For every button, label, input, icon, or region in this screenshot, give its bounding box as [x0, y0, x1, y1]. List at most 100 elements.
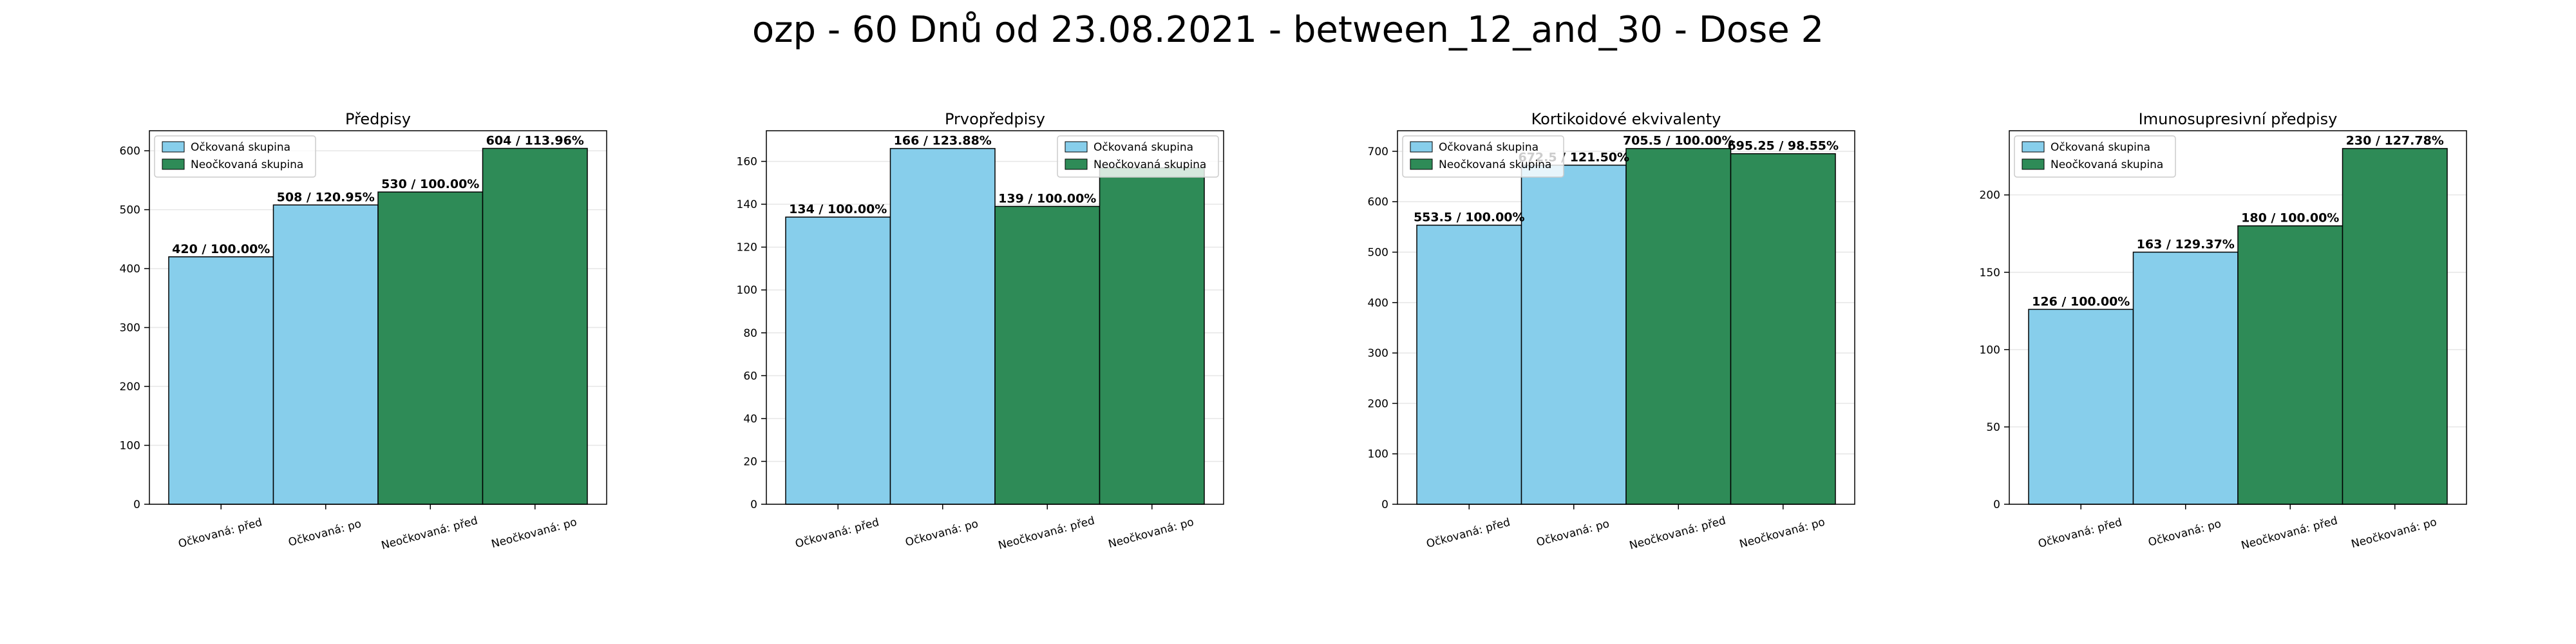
axes-frame [149, 130, 607, 505]
data-label: 180 / 100.00% [2241, 211, 2339, 225]
x-tick-label: Očkovaná: po [1535, 517, 1611, 549]
y-tick-label: 300 [1368, 347, 1388, 360]
data-label: 508 / 120.95% [277, 190, 375, 204]
legend-label: Očkovaná skupina [1439, 141, 1539, 154]
legend-swatch [1065, 141, 1088, 153]
legend-label: Neočkovaná skupina [1439, 158, 1551, 171]
y-tick-label: 200 [120, 381, 140, 393]
y-tick-label: 150 [1980, 267, 2000, 279]
x-tick-label: Očkovaná: před [1425, 516, 1511, 551]
legend-label: Neočkovaná skupina [191, 158, 303, 171]
data-label: 420 / 100.00% [172, 242, 270, 256]
legend: Očkovaná skupina Neočkovaná skupina [154, 135, 316, 178]
y-tick-label: 140 [737, 198, 757, 211]
bar [168, 256, 274, 505]
y-tick-label: 100 [737, 284, 757, 297]
data-label: 139 / 100.00% [998, 191, 1096, 205]
x-tick-label: Očkovaná: po [2147, 517, 2223, 549]
x-tick-label: Neočkovaná: před [1628, 515, 1727, 553]
y-tick-label: 600 [1368, 196, 1388, 209]
y-tick-label: 80 [743, 327, 757, 340]
y-tick-label: 200 [1980, 189, 2000, 202]
legend-swatch [1065, 158, 1088, 170]
y-tick-label: 400 [120, 263, 140, 276]
legend-label: Očkovaná skupina [1094, 141, 1193, 154]
bar [1416, 224, 1522, 505]
x-tick-label: Neočkovaná: po [1107, 516, 1195, 551]
y-tick-label: 60 [743, 370, 757, 383]
bar [2342, 147, 2448, 505]
bar [1099, 167, 1205, 505]
y-tick-label: 160 [737, 156, 757, 169]
data-label: 163 / 129.37% [2137, 238, 2235, 252]
y-tick-label: 100 [1980, 344, 2000, 357]
data-label: 134 / 100.00% [789, 202, 887, 216]
legend-label: Neočkovaná skupina [1094, 158, 1206, 171]
bar [1520, 164, 1627, 505]
chart-title: Kortikoidové ekvivalenty [1531, 110, 1721, 128]
bar [482, 147, 588, 505]
legend-box [154, 135, 316, 178]
bar [2132, 251, 2239, 505]
y-tick-label: 400 [1368, 297, 1388, 310]
chart-panel: Předpisy 0 100 200 300 400 500 600 Očkovaná: pře… [120, 110, 607, 553]
legend-box [1057, 135, 1219, 178]
y-tick-label: 0 [1993, 498, 2000, 511]
data-label: 553.5 / 100.00% [1414, 211, 1525, 225]
legend: Očkovaná skupina Neočkovaná skupina [2014, 135, 2176, 178]
chart-panel: Prvopředpisy 0 20 40 60 80 100 120 140 160 Očkovan… [737, 110, 1224, 553]
bar [2028, 308, 2134, 505]
bar [1625, 147, 1732, 505]
legend-swatch [162, 141, 185, 153]
legend-swatch [2022, 141, 2045, 153]
data-label: 230 / 127.78% [2346, 134, 2444, 148]
x-tick-label: Očkovaná: po [904, 517, 980, 549]
data-label: 166 / 123.88% [894, 134, 992, 148]
data-label: 530 / 100.00% [381, 177, 479, 191]
x-tick-label: Neočkovaná: po [490, 516, 578, 551]
axes-frame [766, 130, 1224, 505]
bar [2237, 225, 2344, 505]
legend-swatch [1410, 141, 1433, 153]
y-tick-label: 100 [1368, 448, 1388, 461]
y-tick-label: 300 [120, 322, 140, 335]
y-tick-label: 500 [120, 204, 140, 217]
y-tick-label: 0 [133, 498, 140, 511]
legend-swatch [162, 158, 185, 170]
axes-frame [2009, 130, 2467, 505]
bar [1730, 153, 1836, 505]
data-label: 126 / 100.00% [2032, 294, 2130, 308]
legend: Očkovaná skupina Neočkovaná skupina [1057, 135, 1219, 178]
data-label: 604 / 113.96% [486, 133, 584, 147]
x-tick-label: Neočkovaná: před [2240, 515, 2339, 553]
legend-label: Očkovaná skupina [191, 141, 290, 154]
bar [994, 205, 1101, 505]
legend-swatch [2022, 158, 2045, 170]
legend-box [2014, 135, 2176, 178]
x-tick-label: Očkovaná: před [177, 516, 263, 551]
legend: Očkovaná skupina Neočkovaná skupina [1402, 135, 1564, 178]
y-tick-label: 40 [743, 413, 757, 426]
legend-box [1402, 135, 1564, 178]
bar [785, 216, 891, 505]
y-tick-label: 100 [120, 440, 140, 453]
y-tick-label: 50 [1986, 421, 2000, 434]
x-tick-label: Očkovaná: před [794, 516, 880, 551]
x-tick-label: Neočkovaná: před [380, 515, 479, 553]
axes-frame [1397, 130, 1855, 505]
chart-title: Předpisy [345, 110, 411, 128]
y-tick-label: 20 [743, 455, 757, 468]
y-tick-label: 600 [120, 145, 140, 158]
x-tick-label: Očkovaná: po [287, 517, 363, 549]
chart-panel: Kortikoidové ekvivalenty 0 100 200 300 400 500… [1368, 110, 1855, 553]
x-tick-label: Neočkovaná: po [1738, 516, 1826, 551]
legend-swatch [1410, 158, 1433, 170]
y-tick-label: 120 [737, 242, 757, 254]
legend-label: Očkovaná skupina [2050, 141, 2150, 154]
y-tick-label: 500 [1368, 247, 1388, 260]
chart-title: Imunosupresivní předpisy [2139, 110, 2338, 128]
chart-title: Prvopředpisy [945, 110, 1045, 128]
x-tick-label: Očkovaná: před [2037, 516, 2123, 551]
data-label: 695.25 / 98.55% [1727, 139, 1839, 153]
